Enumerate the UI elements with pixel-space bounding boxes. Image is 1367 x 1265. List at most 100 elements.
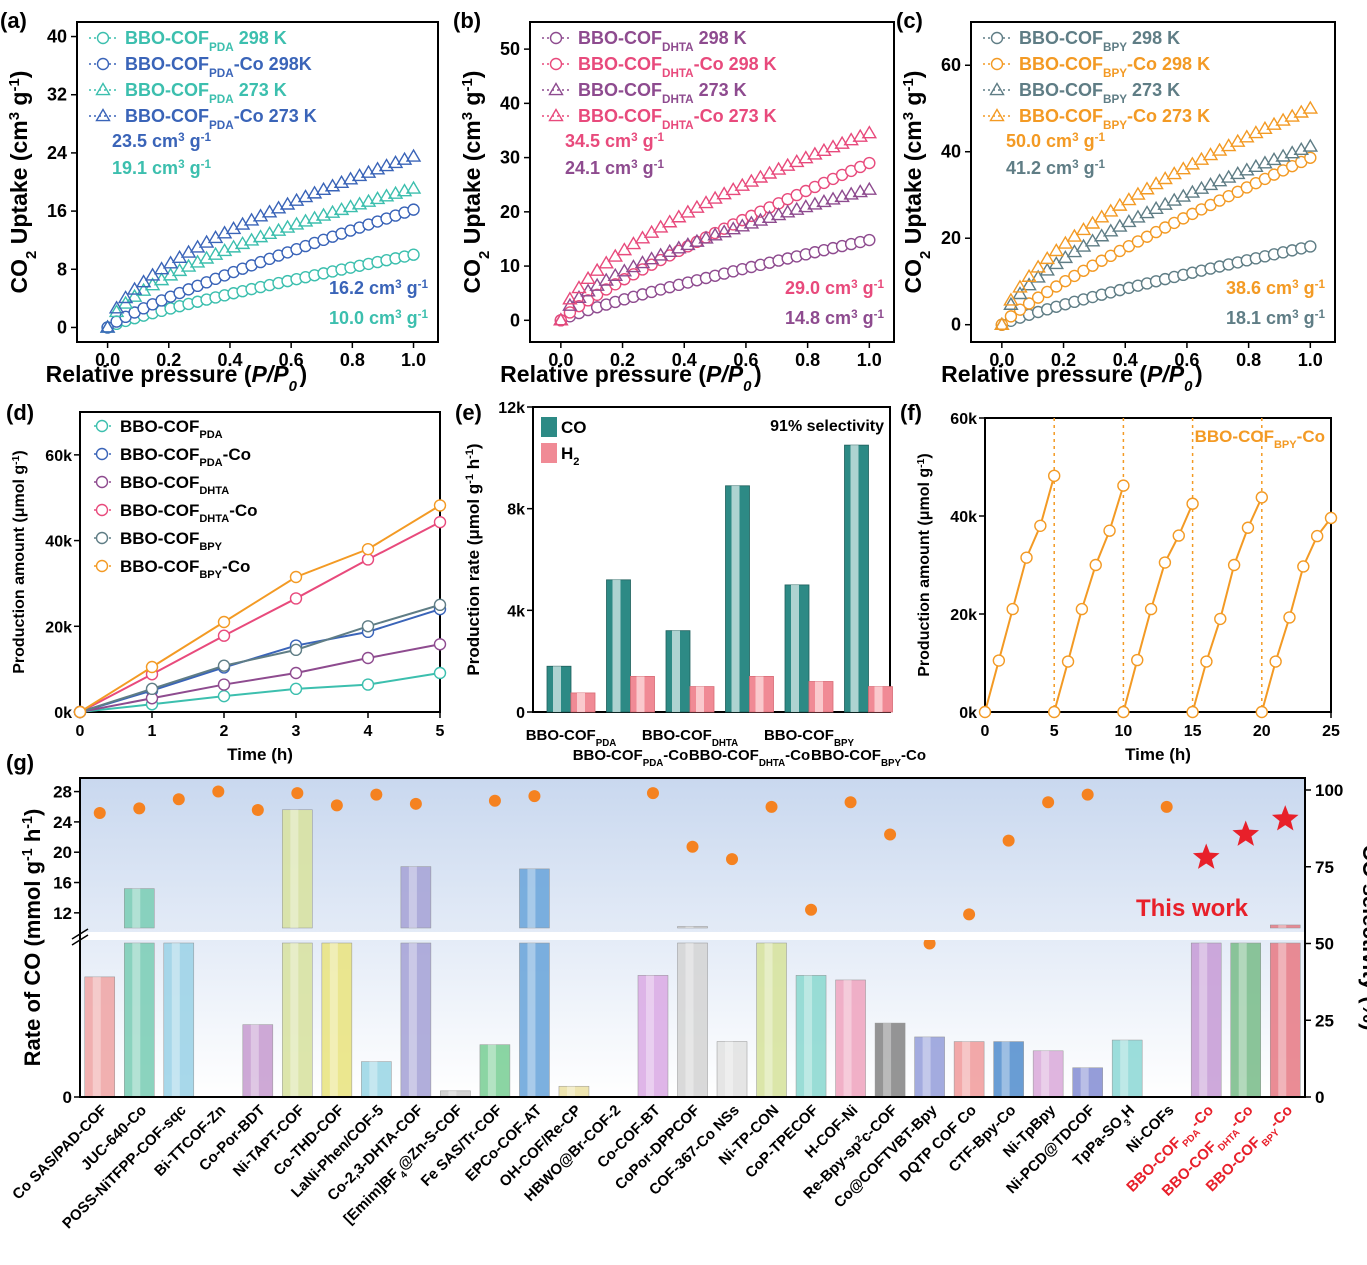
rate-bar-highlight (527, 943, 536, 1097)
selectivity-dot (726, 853, 739, 866)
rate-bar (242, 1024, 274, 1098)
rate-bar (282, 942, 313, 1098)
data-point (1275, 112, 1291, 126)
data-point (73, 705, 87, 719)
rate-bar-highlight (1238, 943, 1247, 1097)
rate-bar-highlight (1199, 943, 1208, 1097)
y-tick-label: 10 (500, 256, 520, 276)
x-tick-label: 0.4 (217, 350, 242, 370)
x-tick-label: 0.0 (95, 350, 120, 370)
selectivity-dot (488, 794, 501, 807)
x-tick-label: 0.0 (989, 350, 1014, 370)
data-point (407, 203, 420, 216)
x-tick-label: 0.6 (1174, 350, 1199, 370)
category-label: BBO-COFDHTA-Co (689, 747, 810, 769)
x-tick-label: 15 (1184, 723, 1202, 740)
x-tick-label: 25 (1322, 723, 1340, 740)
data-point (289, 570, 303, 584)
data-point (816, 142, 832, 157)
data-point (243, 212, 260, 226)
x-tick-label: 0.2 (156, 350, 181, 370)
rate-bar (1111, 1039, 1143, 1098)
data-point (1041, 285, 1054, 299)
data-point (1200, 655, 1213, 668)
data-point (1148, 200, 1164, 215)
data-point (816, 193, 832, 208)
plot-frame (984, 417, 1332, 713)
data-point (553, 312, 569, 326)
legend-text: BBO-COFBPY-Co (120, 557, 250, 581)
x-tick-label: 1.0 (1298, 350, 1323, 370)
data-point (351, 196, 368, 210)
data-point (863, 156, 876, 170)
x-tick-label: 0.6 (279, 350, 304, 370)
y-tick-label: 0 (516, 705, 525, 722)
data-point (324, 204, 341, 218)
x-axis-label: Time (h) (1125, 745, 1191, 764)
data-point (1310, 529, 1324, 543)
break-mark (71, 934, 89, 946)
data-point (1050, 280, 1063, 293)
rate-bar-upper-highlight (132, 888, 141, 928)
x-tick-label: 0.0 (548, 350, 573, 370)
selectivity-dot (686, 840, 699, 853)
selectivity-dot (528, 790, 541, 803)
panel-label: (d) (6, 400, 34, 425)
selectivity-dot (1042, 796, 1055, 809)
data-point (1144, 602, 1158, 616)
x-axis-label: Relative pressure ( (941, 361, 1147, 387)
data-point (1075, 221, 1092, 236)
y-tick-label: 20 (941, 228, 961, 248)
x-axis-label-close: ) (754, 361, 762, 387)
plot-frame (532, 406, 891, 713)
data-point (825, 191, 841, 205)
data-point (1302, 100, 1319, 114)
y-tick-label: 28 (53, 783, 72, 802)
data-point (1075, 602, 1089, 616)
data-point (145, 682, 159, 696)
rate-bar-highlight (962, 1041, 971, 1097)
data-point (1039, 250, 1055, 265)
data-point (1003, 296, 1019, 310)
y2-tick-label: 25 (1315, 1011, 1334, 1030)
value-annotation: 19.1 cm3 g-1 (112, 158, 211, 179)
category-label: BBO-COFPDA (526, 727, 617, 749)
rate-bar (756, 942, 787, 1098)
x-tick-label: 5 (1050, 723, 1059, 740)
x-tick-label: 1 (148, 723, 157, 740)
category-label: BBO-COFDHTA (642, 727, 738, 749)
cycle-line (984, 475, 1056, 713)
data-point (1284, 108, 1300, 122)
x-tick-label: 0.8 (340, 350, 365, 370)
value-annotation: 38.6 cm3 g-1 (1226, 278, 1325, 299)
legend-text: BBO-COFPDA-Co (120, 445, 251, 469)
y-tick-label: 0 (63, 1088, 72, 1107)
data-point (1068, 269, 1081, 283)
legend-marker (549, 31, 563, 45)
data-point (1230, 165, 1246, 180)
legend-text: BBO-COFDHTA 273 K (578, 80, 747, 106)
y-tick-label: 20k (45, 619, 72, 636)
x-tick-label: 4 (364, 723, 373, 740)
plot-frame (76, 21, 439, 343)
data-point (433, 638, 447, 651)
y-tick-label: 40k (950, 509, 977, 526)
y-tick-label: 30 (500, 148, 520, 168)
legend-text: BBO-COFBPY 273 K (1019, 80, 1180, 106)
data-point (1004, 310, 1018, 323)
data-point (270, 200, 287, 214)
data-point (99, 319, 116, 333)
legend-marker (95, 531, 109, 545)
rate-bar (993, 1041, 1024, 1098)
panel-2: 0.0 0.2 0.4 0.6 0.8 1.0 0 20 40 60 Relative pressu… (896, 8, 1336, 395)
x-tick-label: 20 (1253, 723, 1271, 740)
x-tick-label: 1.0 (401, 350, 426, 370)
data-point (1186, 497, 1199, 510)
data-point (1193, 151, 1210, 165)
rate-bar-highlight (171, 943, 180, 1097)
bar-co-highlight (672, 630, 680, 712)
data-point (1255, 491, 1269, 504)
y-tick-label: 8 (57, 259, 67, 279)
x-tick-label: 0 (981, 723, 990, 740)
legend-marker (96, 57, 110, 71)
